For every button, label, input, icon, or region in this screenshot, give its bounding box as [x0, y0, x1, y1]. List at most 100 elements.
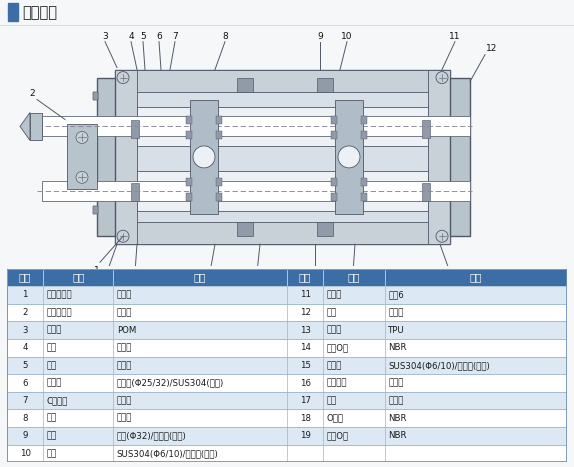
Text: 4: 4	[22, 343, 28, 352]
Text: 4: 4	[128, 32, 134, 41]
Text: 螺帽: 螺帽	[46, 361, 57, 370]
Bar	[7, 339, 567, 357]
Bar	[7, 410, 567, 427]
Text: 中碳鋼: 中碳鋼	[389, 379, 404, 388]
Bar	[97, 78, 115, 236]
Text: 7: 7	[22, 396, 28, 405]
Bar	[7, 269, 43, 286]
Bar	[113, 269, 287, 286]
Bar	[93, 206, 98, 214]
Text: 18: 18	[300, 414, 311, 423]
Text: 13: 13	[444, 273, 456, 282]
Bar	[137, 106, 428, 147]
Bar	[7, 286, 567, 304]
Text: 19: 19	[300, 432, 311, 440]
Bar	[216, 178, 222, 186]
Text: 序號: 序號	[299, 272, 312, 283]
Circle shape	[117, 71, 129, 84]
Circle shape	[76, 132, 88, 143]
Text: 中碳鋼: 中碳鋼	[117, 290, 132, 299]
Text: 後蓋: 後蓋	[327, 308, 337, 317]
Text: 材質: 材質	[194, 272, 207, 283]
Text: 活塞杆: 活塞杆	[46, 379, 62, 388]
Bar	[7, 321, 567, 339]
Polygon shape	[20, 113, 30, 141]
Text: SUS304(Φ6/10)/鋁合金(其它): SUS304(Φ6/10)/鋁合金(其它)	[117, 449, 219, 458]
Text: 15: 15	[300, 361, 311, 370]
Text: 13: 13	[300, 325, 311, 335]
Bar	[8, 2, 18, 21]
Bar	[30, 113, 42, 141]
Text: 尼龍6: 尼龍6	[389, 290, 404, 299]
Bar	[115, 70, 137, 244]
Bar	[216, 116, 222, 125]
Text: 11: 11	[300, 290, 311, 299]
Bar	[43, 269, 113, 286]
Bar	[361, 116, 367, 125]
Bar	[131, 120, 139, 138]
Bar	[7, 304, 567, 321]
Text: 防撞墊: 防撞墊	[327, 325, 342, 335]
Text: 活塞O令: 活塞O令	[327, 343, 349, 352]
Bar	[335, 99, 363, 214]
Text: 6: 6	[156, 32, 162, 41]
Bar	[7, 392, 567, 410]
Text: POM: POM	[117, 325, 136, 335]
Text: 鋁合金: 鋁合金	[389, 308, 404, 317]
Bar	[131, 184, 139, 201]
Bar	[7, 427, 567, 445]
Text: 17: 17	[300, 396, 311, 405]
Bar	[422, 184, 430, 201]
Text: 鋁合金: 鋁合金	[389, 396, 404, 405]
Circle shape	[338, 146, 360, 168]
Text: 2: 2	[29, 89, 35, 98]
Text: C形扣環: C形扣環	[46, 396, 68, 405]
Text: 14: 14	[347, 273, 359, 282]
Text: 16: 16	[300, 379, 311, 388]
Text: 鋁合金: 鋁合金	[117, 308, 132, 317]
Text: 活塞: 活塞	[46, 449, 57, 458]
Bar	[216, 193, 222, 201]
Text: 鋁合金: 鋁合金	[117, 414, 132, 423]
Text: 6: 6	[22, 379, 28, 388]
Text: NBR: NBR	[389, 432, 407, 440]
Text: NBR: NBR	[389, 414, 407, 423]
Bar	[287, 269, 323, 286]
Text: 10: 10	[342, 32, 353, 41]
Circle shape	[76, 171, 88, 184]
Text: 防撞墊: 防撞墊	[46, 325, 62, 335]
Bar	[115, 222, 450, 244]
Text: 材質: 材質	[470, 272, 482, 283]
Text: 序號: 序號	[19, 272, 32, 283]
Bar	[317, 222, 333, 236]
Bar	[428, 70, 450, 244]
Text: 中碳鋼(Φ25/32)/SUS304(其它): 中碳鋼(Φ25/32)/SUS304(其它)	[117, 379, 224, 388]
Bar	[42, 181, 470, 201]
Bar	[361, 193, 367, 201]
Bar	[186, 132, 192, 140]
Bar	[115, 70, 450, 92]
Bar	[216, 132, 222, 140]
Text: 9: 9	[22, 432, 28, 440]
Text: 16: 16	[251, 273, 263, 282]
Bar	[361, 178, 367, 186]
Text: 中碳鋼: 中碳鋼	[117, 361, 132, 370]
Text: 塑膠(Φ32)/稀土類(其它): 塑膠(Φ32)/稀土類(其它)	[117, 432, 187, 440]
Bar	[237, 222, 253, 236]
Circle shape	[117, 230, 129, 242]
Text: 本體: 本體	[327, 396, 337, 405]
Bar	[331, 178, 337, 186]
Bar	[237, 78, 253, 92]
Circle shape	[436, 71, 448, 84]
Bar	[7, 357, 567, 374]
Text: 3: 3	[102, 32, 108, 41]
Bar	[93, 206, 98, 214]
Bar	[190, 99, 218, 214]
Text: 8: 8	[222, 32, 228, 41]
Bar	[93, 92, 98, 99]
Text: 内六角螺絲: 内六角螺絲	[46, 290, 72, 299]
Bar	[67, 125, 97, 189]
Text: 名稱: 名稱	[348, 272, 360, 283]
Text: 快削鋼: 快削鋼	[117, 343, 132, 352]
Bar	[450, 78, 470, 236]
